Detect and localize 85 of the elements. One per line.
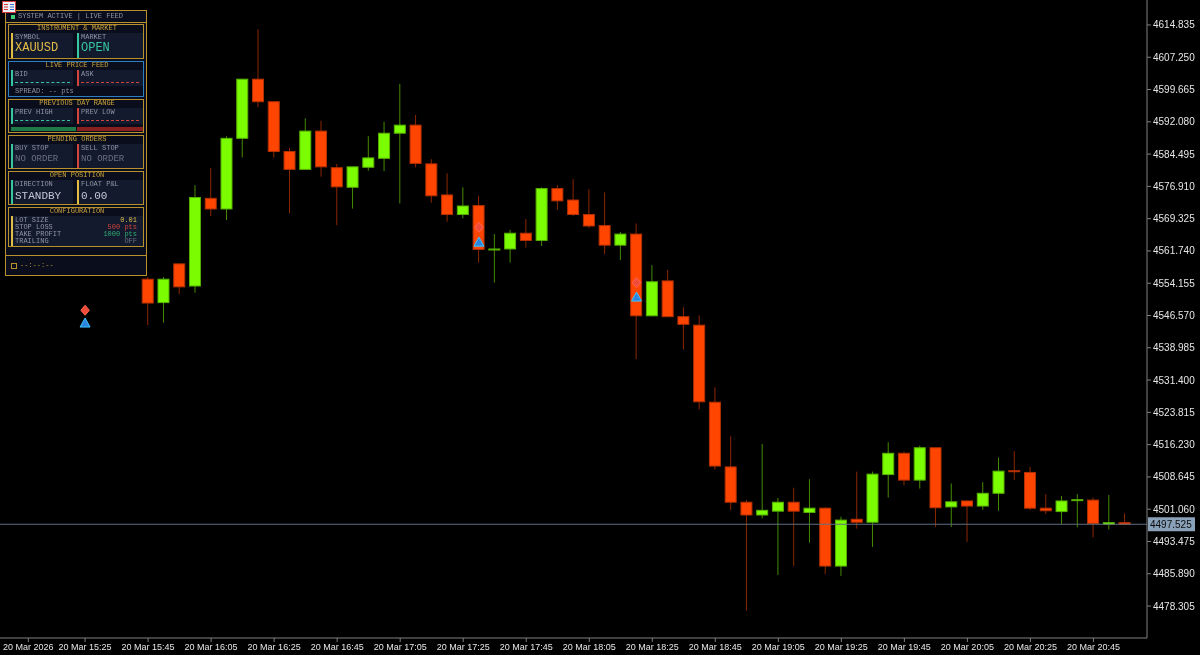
x-tick-label: 20 Mar 19:45 <box>877 642 931 652</box>
candlestick <box>157 276 170 324</box>
x-tick-label: 20 Mar 17:45 <box>499 642 553 652</box>
x-tick-label: 20 Mar 19:25 <box>814 642 868 652</box>
annotation: 0.00 <box>81 190 108 202</box>
x-tick-label: 20 Mar 15:45 <box>121 642 175 652</box>
annotation: NO ORDER <box>81 154 125 164</box>
y-tick-label: 4485.890 <box>1153 568 1196 580</box>
candlestick <box>882 441 895 499</box>
x-tick-label: 20 Mar 18:05 <box>562 642 616 652</box>
y-tick-label: 4516.230 <box>1153 439 1196 451</box>
point <box>79 317 91 328</box>
candlestick <box>441 172 454 223</box>
candlestick <box>283 147 296 214</box>
candlestick <box>582 188 595 229</box>
annotation: OPEN <box>81 41 110 55</box>
candlestick <box>803 478 816 544</box>
x-tick-label: 20 Mar 18:25 <box>625 642 679 652</box>
x-tick-label: 20 Mar 20:25 <box>1003 642 1057 652</box>
x-tick-label: 20 Mar 20:45 <box>1066 642 1120 652</box>
x-tick-label: 20 Mar 18:45 <box>688 642 742 652</box>
candlestick <box>393 83 406 204</box>
x-tick-label: 20 Mar 20:05 <box>940 642 994 652</box>
y-tick-label: 4576.910 <box>1153 180 1196 192</box>
y-tick-label: 4546.570 <box>1153 310 1196 322</box>
candlestick <box>787 487 800 567</box>
y-tick-label: 4508.645 <box>1153 471 1196 483</box>
y-tick-label: 4599.665 <box>1153 84 1196 96</box>
y-tick-label: 4554.155 <box>1153 277 1196 289</box>
candlestick <box>1087 497 1100 539</box>
y-tick-label: 4592.080 <box>1153 116 1196 128</box>
x-tick-label: 20 Mar 17:05 <box>373 642 427 652</box>
x-tick-label: 20 Mar 16:45 <box>310 642 364 652</box>
point <box>631 277 642 289</box>
y-tick-label: 4501.060 <box>1153 503 1196 515</box>
candlestick <box>961 500 974 543</box>
point <box>473 236 485 247</box>
candlestick <box>992 457 1005 512</box>
candlestick <box>1008 450 1021 481</box>
candlestick <box>677 306 690 350</box>
x-tick-label: 20 Mar 15:25 <box>58 642 112 652</box>
annotation: STANDBY <box>15 190 62 202</box>
candlestick <box>173 263 186 295</box>
candlestick <box>488 233 501 284</box>
candlestick <box>976 481 989 511</box>
point <box>80 304 90 316</box>
y-tick-label: 4607.250 <box>1153 51 1196 63</box>
y-tick-label: 4584.495 <box>1153 148 1196 160</box>
candlestick <box>456 186 469 219</box>
candlestick <box>551 184 564 211</box>
candlestick <box>850 471 863 530</box>
x-tick-label: 20 Mar 16:05 <box>184 642 238 652</box>
candlestick <box>1055 495 1068 525</box>
candlestick <box>614 231 627 261</box>
candlestick <box>771 497 784 576</box>
candlestick <box>504 229 517 264</box>
x-tick-label: 20 Mar 19:05 <box>751 642 805 652</box>
annotation: XAUUSD <box>15 41 59 55</box>
candlestick <box>945 483 958 528</box>
candlestick <box>740 499 753 612</box>
candlestick <box>567 178 580 217</box>
candlestick <box>346 166 359 210</box>
x-tick-label: 20 Mar 2026 <box>3 642 54 652</box>
y-tick-label: 4523.815 <box>1153 406 1196 418</box>
x-tick-label: 20 Mar 17:25 <box>436 642 490 652</box>
candlestick <box>756 443 769 519</box>
y-tick-label: 4561.740 <box>1153 245 1196 257</box>
candlestick <box>362 135 375 172</box>
candlestick <box>204 167 217 217</box>
point <box>631 291 643 302</box>
y-tick-label: 4531.400 <box>1153 374 1196 386</box>
y-tick-label: 4569.325 <box>1153 213 1196 225</box>
y-tick-label: 4538.985 <box>1153 342 1196 354</box>
candlestick <box>519 218 532 249</box>
candlestick <box>330 163 343 226</box>
candlestick <box>252 28 265 108</box>
y-tick-label: 4493.475 <box>1153 535 1196 547</box>
candlestick <box>141 276 154 326</box>
y-tick-label: 4478.305 <box>1153 600 1196 612</box>
ref-line-label: 4497.525 <box>1150 518 1193 530</box>
candlestick <box>1071 493 1084 528</box>
x-tick-label: 20 Mar 16:25 <box>247 642 301 652</box>
candlestick <box>598 191 611 255</box>
y-tick-label: 4614.835 <box>1153 19 1196 31</box>
annotation: NO ORDER <box>15 154 59 164</box>
